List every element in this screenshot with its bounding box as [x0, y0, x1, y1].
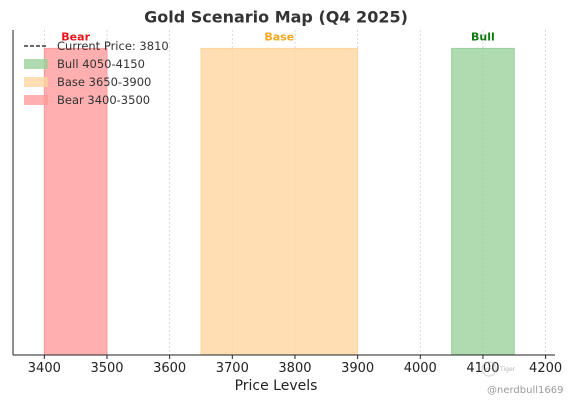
- x-tick-label: 3600: [153, 361, 186, 376]
- region-label-bear: Bear: [61, 30, 90, 43]
- legend-current-price-label: Current Price: 3810: [57, 39, 169, 53]
- region-bull: [451, 47, 515, 356]
- watermark-brand: Tiger: [499, 366, 516, 373]
- region-label-base: Base: [264, 30, 294, 43]
- region-labels: Bear Base Bull: [61, 30, 495, 43]
- legend-base-swatch: [24, 77, 48, 87]
- x-tick-label: 3400: [28, 361, 61, 376]
- x-tick-label: 3900: [341, 361, 374, 376]
- tiger-logo-icon: [481, 361, 497, 377]
- watermark: Tiger @nerdbull1669: [481, 361, 563, 396]
- legend-bear-swatch: [24, 95, 48, 105]
- axes: [12, 30, 555, 356]
- x-axis-ticks: 3400 3500 3600 3700 3800 3900 4000 4100 4200: [28, 355, 562, 376]
- x-tick-label: 3700: [216, 361, 249, 376]
- region-bear: [43, 47, 108, 356]
- region-base: [200, 47, 359, 356]
- chart-title: Gold Scenario Map (Q4 2025): [144, 8, 408, 27]
- legend-base-label: Base 3650-3900: [57, 75, 151, 89]
- x-axis-label: Price Levels: [235, 378, 318, 394]
- x-tick-label: 3500: [90, 361, 123, 376]
- region-label-bull: Bull: [471, 30, 495, 43]
- scenario-regions: [43, 47, 515, 356]
- legend-bull-label: Bull 4050-4150: [57, 57, 145, 71]
- x-tick-label: 3800: [278, 361, 311, 376]
- legend-bear-label: Bear 3400-3500: [57, 93, 150, 107]
- x-tick-label: 4000: [404, 361, 437, 376]
- watermark-handle: @nerdbull1669: [487, 385, 563, 396]
- x-tick-label: 4100: [466, 361, 499, 376]
- x-tick-label: 4200: [529, 361, 562, 376]
- legend-bull-swatch: [24, 59, 48, 69]
- legend: Current Price: 3810 Bull 4050-4150 Base 36…: [24, 39, 169, 107]
